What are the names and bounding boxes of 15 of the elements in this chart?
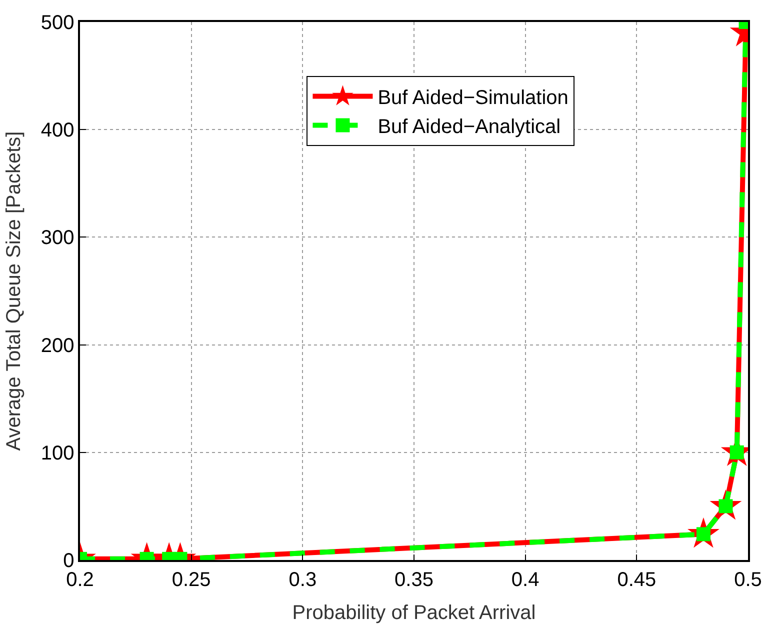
legend-label: Buf Aided−Analytical bbox=[378, 116, 561, 138]
y-tick-label: 400 bbox=[40, 120, 74, 142]
y-tick-label: 500 bbox=[40, 12, 74, 34]
legend-label: Buf Aided−Simulation bbox=[378, 87, 568, 110]
y-tick-label: 200 bbox=[40, 334, 74, 357]
x-axis-title: Probability of Packet Arrival bbox=[292, 602, 536, 624]
x-tick-label: 0.35 bbox=[394, 568, 434, 591]
y-axis-title: Average Total Queue Size [Packets] bbox=[2, 131, 25, 451]
x-tick-label: 0.5 bbox=[734, 568, 762, 591]
x-tick-label: 0.3 bbox=[288, 568, 317, 591]
y-tick-label: 300 bbox=[40, 227, 74, 250]
y-tick-label: 100 bbox=[40, 442, 74, 464]
x-tick-label: 0.45 bbox=[617, 568, 656, 591]
x-tick-label: 0.25 bbox=[172, 568, 211, 591]
x-tick-label: 0.4 bbox=[511, 568, 540, 591]
